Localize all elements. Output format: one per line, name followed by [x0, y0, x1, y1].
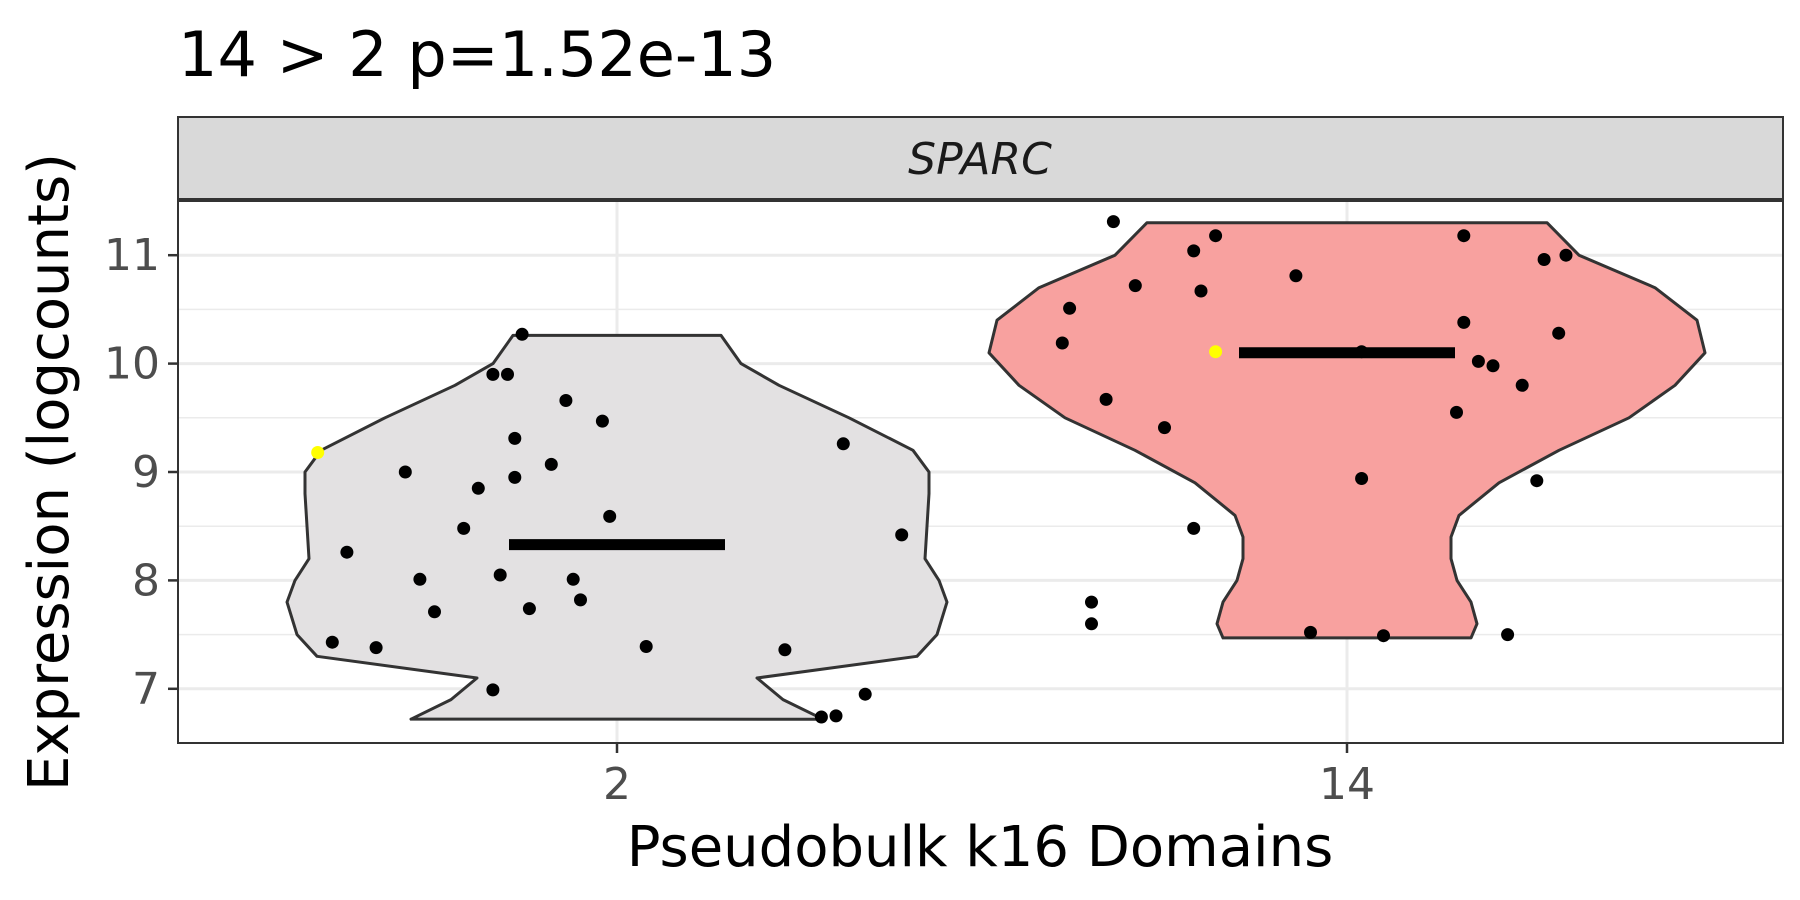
data-point	[486, 367, 500, 381]
x-axis: 2 14	[603, 743, 1375, 810]
data-point	[1552, 326, 1566, 340]
data-point	[508, 431, 522, 445]
data-point	[1457, 229, 1471, 243]
data-point	[559, 394, 573, 407]
highlight-point	[311, 446, 325, 459]
y-tick-label: 10	[104, 339, 160, 390]
y-tick-label: 7	[132, 664, 160, 715]
data-point	[1559, 248, 1573, 262]
data-point	[508, 470, 522, 484]
data-point	[1530, 474, 1544, 488]
data-point	[1106, 215, 1120, 229]
data-point	[544, 457, 558, 471]
data-point	[1085, 617, 1098, 631]
data-point	[471, 481, 485, 495]
data-point	[428, 605, 441, 619]
data-point	[398, 465, 412, 479]
data-point	[1055, 336, 1069, 350]
data-point	[595, 414, 609, 428]
data-point	[325, 635, 339, 649]
y-axis: 7 8 9 10 11	[104, 230, 178, 715]
highlight-point	[1209, 345, 1223, 359]
data-point	[1471, 354, 1485, 368]
data-point	[1128, 279, 1142, 293]
y-axis-title: Expression (logcounts)	[17, 153, 82, 791]
plot-panel	[177, 200, 1784, 744]
facet-strip-background	[177, 116, 1784, 200]
y-tick-label: 9	[132, 447, 160, 498]
data-point	[1355, 472, 1369, 485]
data-point	[1486, 359, 1500, 373]
data-point	[457, 521, 471, 535]
violin-14	[987, 221, 1707, 640]
data-point	[1158, 421, 1171, 435]
data-point	[1187, 521, 1201, 535]
x-tick-label: 14	[1319, 759, 1375, 810]
data-point	[493, 568, 507, 582]
data-point	[1501, 628, 1515, 642]
data-point	[522, 602, 536, 616]
data-point	[1187, 244, 1201, 258]
data-point	[574, 593, 587, 607]
data-point	[895, 528, 909, 542]
data-point	[1457, 315, 1471, 329]
data-point	[340, 545, 354, 559]
data-point	[1289, 269, 1303, 283]
data-point	[829, 709, 843, 723]
data-point	[1537, 253, 1551, 266]
data-point	[814, 710, 828, 724]
x-axis-title: Pseudobulk k16 Domains	[627, 815, 1334, 880]
y-tick-label: 8	[132, 555, 160, 606]
data-point	[1515, 378, 1529, 392]
facet-label: SPARC	[908, 134, 1052, 185]
data-point	[1209, 229, 1223, 243]
violins	[285, 221, 1707, 721]
data-point	[1085, 595, 1098, 609]
data-point	[1450, 405, 1463, 419]
data-point	[836, 437, 850, 451]
data-point	[1099, 392, 1113, 406]
data-point	[501, 367, 514, 381]
data-point	[639, 640, 653, 653]
data-point	[566, 572, 580, 586]
data-point	[1063, 301, 1077, 315]
data-point	[603, 509, 617, 523]
data-point	[1377, 629, 1390, 643]
x-tick-label: 2	[603, 759, 631, 810]
data-point	[369, 641, 383, 655]
median-lines	[509, 347, 1455, 551]
data-point	[778, 643, 792, 657]
data-point	[515, 327, 529, 341]
facet-strip: SPARC	[177, 116, 1784, 200]
violin-2	[285, 333, 949, 721]
data-point	[1304, 625, 1317, 639]
data-point	[413, 572, 427, 586]
data-point	[1194, 284, 1208, 298]
y-tick-label: 11	[104, 230, 160, 281]
chart-title: 14 > 2 p=1.52e-13	[178, 18, 776, 91]
data-point	[858, 687, 872, 701]
data-point	[486, 683, 500, 697]
